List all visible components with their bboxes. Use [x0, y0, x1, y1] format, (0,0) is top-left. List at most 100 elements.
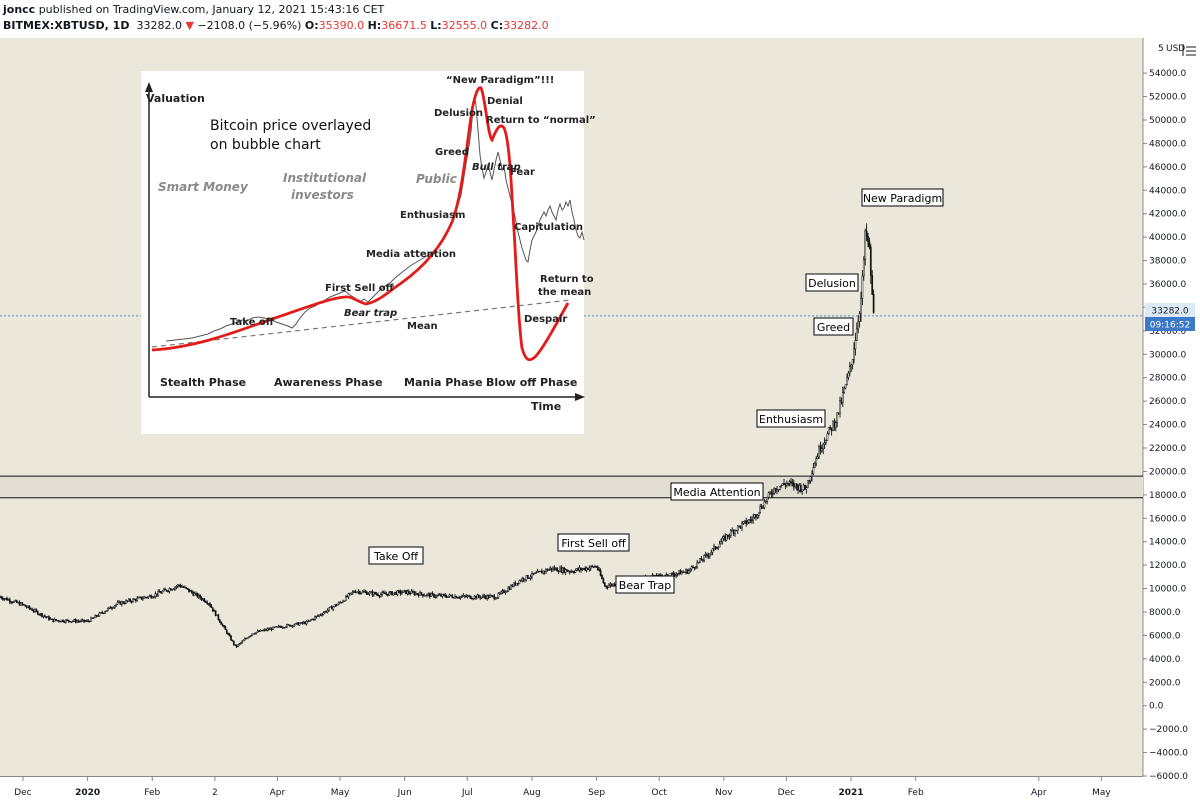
candle-body [592, 566, 595, 568]
candle-body [480, 596, 483, 599]
candle-body [4, 597, 7, 600]
candle-body [748, 519, 750, 523]
candle-body [679, 570, 682, 575]
annotation-bear-trap[interactable]: Bear Trap [615, 575, 675, 594]
candle-body [365, 591, 368, 595]
annotation-delusion[interactable]: Delusion [805, 273, 859, 292]
candle-body [673, 574, 676, 576]
candle-body [291, 625, 294, 627]
candle-body [458, 597, 461, 599]
annotation-media-attention[interactable]: Media Attention [670, 482, 764, 501]
inset-label-new-paradigm: “New Paradigm”!!! [446, 75, 554, 86]
candle-body [259, 629, 262, 632]
candle-body [795, 483, 798, 487]
candle-body [808, 480, 811, 482]
price-tick-label: 30000.0 [1149, 350, 1186, 360]
candle-body [774, 488, 777, 492]
annotation-greed[interactable]: Greed [813, 317, 854, 336]
candle-body [560, 567, 563, 573]
candle-body [231, 639, 234, 642]
candle-body [683, 571, 686, 574]
candle-body [484, 596, 487, 599]
candle-body [510, 585, 512, 590]
candle-body [248, 636, 251, 639]
candle-body [522, 578, 525, 581]
inset-label-fear: Fear [510, 167, 535, 178]
author-name[interactable]: joncc [3, 3, 36, 16]
time-tick-label: May [1092, 788, 1111, 798]
candle-body [157, 591, 160, 596]
candle-body [36, 610, 39, 615]
candle-body [490, 595, 493, 597]
time-tick-label: Feb [908, 788, 924, 798]
inset-stealth-phase: Stealth Phase [160, 376, 246, 389]
candle-body [689, 568, 692, 571]
scale-icon[interactable] [1186, 46, 1196, 56]
symbol-name[interactable]: BITMEX:XBTUSD, 1D [3, 19, 130, 32]
annotation-new-paradigm[interactable]: New Paradigm [861, 188, 944, 207]
time-tick-label: 2 [212, 788, 218, 798]
price-tick-label: 0.0 [1149, 702, 1164, 712]
candle-body [207, 603, 210, 605]
candle-body [858, 313, 861, 322]
candle-body [682, 571, 685, 574]
candle-body [367, 593, 370, 595]
candle-body [455, 596, 458, 599]
inset-label-return-to: Return to [540, 274, 594, 285]
candle-body [847, 372, 850, 378]
candle-body [743, 520, 746, 522]
candle-body [196, 592, 199, 598]
candle-body [815, 458, 818, 465]
candle-body [701, 559, 704, 562]
candle-body [109, 606, 112, 609]
candle-body [595, 566, 598, 568]
candle-body [746, 522, 749, 525]
time-tick-label: Sep [588, 788, 605, 798]
candle-body [270, 628, 273, 630]
candle-body [518, 580, 521, 584]
price-chart[interactable]: 54000.052000.050000.048000.046000.044000… [0, 38, 1200, 806]
candle-body [91, 617, 94, 619]
candle-body [38, 614, 41, 616]
inset-bubble-curve [151, 86, 570, 362]
annotation-enthusiasm[interactable]: Enthusiasm [756, 409, 826, 428]
annotation-first-sell-off[interactable]: First Sell off [557, 533, 630, 552]
candle-body [486, 595, 489, 599]
inset-label-capitulation: Capitulation [514, 222, 583, 233]
candle-body [333, 604, 336, 608]
candle-body [193, 593, 196, 596]
candle-body [855, 328, 858, 341]
candle-body [295, 622, 298, 624]
candle-body [35, 609, 38, 612]
candle-body [94, 615, 97, 618]
close-value: 33282.0 [503, 19, 549, 32]
annotation-take-off[interactable]: Take Off [368, 546, 424, 565]
candle-body [844, 384, 847, 389]
candle-body [49, 618, 52, 620]
annotation-label: Media Attention [673, 486, 760, 499]
candle-body [468, 595, 470, 597]
candle-body [511, 585, 514, 587]
candle-body [206, 602, 209, 604]
time-axis[interactable] [0, 776, 1200, 806]
candle-body [155, 593, 158, 596]
candle-body [148, 595, 151, 597]
inset-label-despair: Despair [524, 314, 567, 325]
inset-blowoff-phase: Blow off Phase [486, 376, 577, 389]
candle-body [95, 615, 98, 617]
publish-info: published on TradingView.com, January 12… [38, 3, 385, 16]
candle-body [577, 568, 580, 571]
countdown-tag: 09:16:52 [1145, 317, 1195, 331]
candle-body [183, 586, 186, 589]
candle-body [90, 617, 92, 622]
candle-body [27, 605, 29, 608]
candle-body [266, 628, 269, 631]
inset-mean-line [151, 299, 571, 348]
candle-body [232, 640, 235, 645]
candle-body [363, 591, 365, 593]
candle-body [731, 530, 734, 532]
candle-body [834, 422, 837, 428]
candle-body [330, 606, 333, 610]
candle-body [829, 427, 832, 429]
price-axis[interactable] [1143, 38, 1200, 776]
